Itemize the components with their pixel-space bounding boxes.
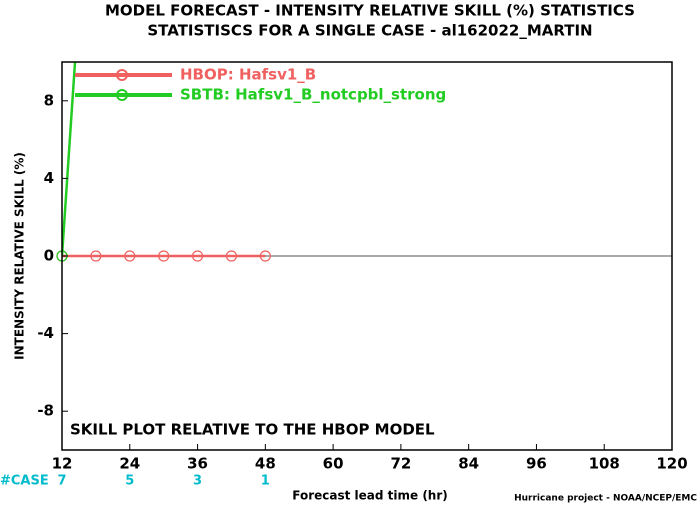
case-count: 1 xyxy=(261,474,270,489)
case-label: #CASE xyxy=(0,474,49,489)
case-count: 7 xyxy=(57,474,66,489)
x-tick-label: 108 xyxy=(589,455,620,473)
y-tick-label: 0 xyxy=(44,247,54,265)
x-tick-label: 96 xyxy=(526,455,547,473)
x-tick-label: 72 xyxy=(390,455,411,473)
x-tick-label: 120 xyxy=(656,455,687,473)
x-tick-label: 36 xyxy=(187,455,208,473)
marker xyxy=(259,250,271,262)
y-axis-label: INTENSITY RELATIVE SKILL (%) xyxy=(13,152,27,360)
legend-label: HBOP: Hafsv1_B xyxy=(180,66,316,84)
y-tick-label: 4 xyxy=(44,169,54,187)
marker xyxy=(191,250,204,262)
x-tick-label: 60 xyxy=(323,455,344,473)
y-tick-label: -4 xyxy=(37,324,54,342)
x-tick-label: 84 xyxy=(458,455,479,473)
chart-title: MODEL FORECAST - INTENSITY RELATIVE SKIL… xyxy=(105,2,635,20)
marker xyxy=(225,250,238,262)
x-tick-label: 12 xyxy=(52,455,73,473)
case-count: 5 xyxy=(125,474,134,489)
legend-marker xyxy=(116,89,128,101)
marker xyxy=(124,250,136,262)
x-tick-label: 48 xyxy=(255,455,276,473)
y-tick-label: 8 xyxy=(44,91,54,109)
legend-label: SBTB: Hafsv1_B_notcpbl_strong xyxy=(180,86,446,104)
annotation: SKILL PLOT RELATIVE TO THE HBOP MODEL xyxy=(70,421,435,439)
case-count: 3 xyxy=(193,474,202,489)
series-line xyxy=(62,62,77,257)
chart-subtitle: STATISTISCS FOR A SINGLE CASE - al162022… xyxy=(147,22,592,40)
marker xyxy=(90,250,102,262)
y-tick-label: -8 xyxy=(37,402,54,420)
legend-marker xyxy=(116,69,128,81)
x-axis-label: Forecast lead time (hr) xyxy=(292,489,448,503)
x-tick-label: 24 xyxy=(119,455,140,473)
footer: Hurricane project - NOAA/NCEP/EMC xyxy=(514,494,697,504)
marker xyxy=(158,250,170,262)
